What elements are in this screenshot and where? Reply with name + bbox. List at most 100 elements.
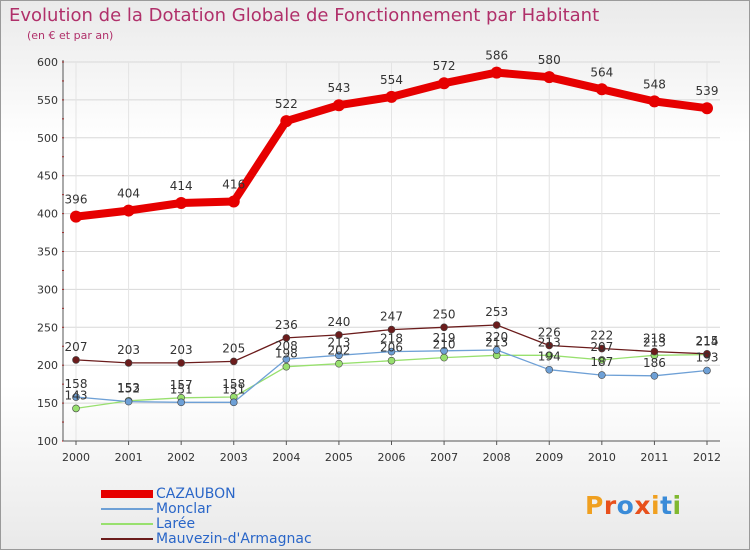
data-label: 151 bbox=[170, 382, 193, 396]
x-tick-label: 2000 bbox=[62, 451, 90, 464]
data-label: 158 bbox=[65, 377, 88, 391]
data-label: 564 bbox=[590, 65, 613, 79]
data-point bbox=[70, 210, 82, 223]
legend-item: CAZAUBON bbox=[101, 486, 312, 502]
proxiti-logo: Proxiti bbox=[585, 491, 682, 520]
data-label: 404 bbox=[117, 187, 140, 201]
data-label: 548 bbox=[643, 77, 666, 91]
legend-label: Larée bbox=[156, 515, 196, 532]
y-tick-label: 450 bbox=[37, 170, 58, 183]
data-label: 215 bbox=[696, 334, 719, 348]
data-point bbox=[387, 356, 396, 365]
legend-swatch bbox=[101, 537, 153, 540]
data-label: 207 bbox=[65, 340, 88, 354]
data-label: 213 bbox=[485, 335, 508, 349]
y-tick-label: 500 bbox=[37, 132, 58, 145]
legend-swatch bbox=[101, 507, 153, 510]
data-point bbox=[440, 323, 448, 332]
data-label: 554 bbox=[380, 73, 403, 87]
data-label: 218 bbox=[380, 332, 403, 346]
data-label: 151 bbox=[222, 382, 245, 396]
data-point bbox=[650, 372, 659, 380]
data-label: 153 bbox=[117, 381, 140, 395]
data-label: 236 bbox=[275, 318, 298, 332]
data-label: 187 bbox=[590, 355, 613, 369]
legend-swatch bbox=[101, 489, 153, 498]
data-label: 143 bbox=[65, 388, 88, 402]
data-label: 202 bbox=[327, 344, 350, 358]
data-label: 220 bbox=[485, 330, 508, 344]
data-point bbox=[280, 115, 293, 128]
data-point bbox=[703, 366, 711, 375]
y-tick-label: 550 bbox=[37, 94, 58, 107]
data-point bbox=[72, 393, 80, 401]
legend: CAZAUBON Monclar Larée Mauvezin-d'Armagnac bbox=[101, 486, 312, 547]
data-point bbox=[701, 102, 713, 115]
x-tick-label: 2001 bbox=[115, 451, 143, 464]
data-point bbox=[545, 365, 554, 374]
data-label: 396 bbox=[65, 193, 88, 207]
data-point bbox=[124, 397, 133, 406]
data-label: 203 bbox=[170, 343, 193, 357]
data-label: 213 bbox=[538, 335, 561, 349]
data-point bbox=[72, 356, 80, 364]
y-tick-label: 350 bbox=[37, 246, 58, 259]
data-point bbox=[335, 359, 343, 368]
data-point bbox=[387, 325, 396, 334]
data-point bbox=[648, 95, 661, 108]
legend-label: Monclar bbox=[156, 500, 212, 517]
data-point bbox=[545, 351, 554, 360]
data-point bbox=[595, 83, 608, 96]
data-label: 250 bbox=[433, 307, 456, 321]
y-tick-label: 400 bbox=[37, 208, 58, 221]
data-label: 222 bbox=[590, 329, 613, 343]
data-point bbox=[650, 347, 659, 356]
legend-label: Mauvezin-d'Armagnac bbox=[156, 530, 312, 547]
data-point bbox=[440, 346, 448, 355]
y-tick-label: 200 bbox=[37, 359, 58, 372]
data-point bbox=[598, 344, 606, 353]
data-point bbox=[177, 359, 185, 367]
data-label: 580 bbox=[538, 53, 561, 67]
data-label: 206 bbox=[380, 341, 403, 355]
data-label: 219 bbox=[433, 331, 456, 345]
chart-subtitle: (en € et par an) bbox=[27, 29, 114, 42]
x-tick-label: 2003 bbox=[220, 451, 248, 464]
data-label: 193 bbox=[696, 351, 719, 365]
data-point bbox=[282, 362, 291, 371]
data-label: 152 bbox=[117, 382, 140, 396]
data-point bbox=[227, 195, 240, 208]
data-label: 210 bbox=[433, 338, 456, 352]
x-tick-label: 2002 bbox=[167, 451, 195, 464]
data-point bbox=[177, 398, 185, 407]
y-tick-label: 250 bbox=[37, 321, 58, 334]
data-label: 194 bbox=[538, 350, 561, 364]
data-point bbox=[332, 99, 345, 112]
legend-item: Monclar bbox=[101, 500, 312, 517]
y-tick-label: 150 bbox=[37, 397, 58, 410]
data-point bbox=[229, 357, 238, 366]
y-tick-label: 600 bbox=[37, 56, 58, 69]
data-label: 157 bbox=[170, 378, 193, 392]
x-tick-label: 2009 bbox=[535, 451, 563, 464]
x-tick-label: 2010 bbox=[588, 451, 616, 464]
data-label: 158 bbox=[222, 377, 245, 391]
data-point bbox=[598, 356, 606, 364]
data-point bbox=[492, 346, 501, 354]
data-point bbox=[335, 351, 343, 360]
data-label: 207 bbox=[590, 340, 613, 354]
data-point bbox=[387, 347, 396, 356]
data-point bbox=[440, 353, 448, 362]
data-point bbox=[545, 341, 554, 350]
y-tick-label: 300 bbox=[37, 283, 58, 296]
data-point bbox=[335, 331, 343, 339]
data-point bbox=[490, 66, 503, 79]
chart-title: Evolution de la Dotation Globale de Fonc… bbox=[9, 5, 600, 26]
data-label: 240 bbox=[327, 315, 350, 329]
data-point bbox=[282, 334, 291, 342]
legend-item: Larée bbox=[101, 515, 312, 532]
y-tick-label: 100 bbox=[37, 435, 58, 448]
data-label: 416 bbox=[222, 177, 245, 191]
